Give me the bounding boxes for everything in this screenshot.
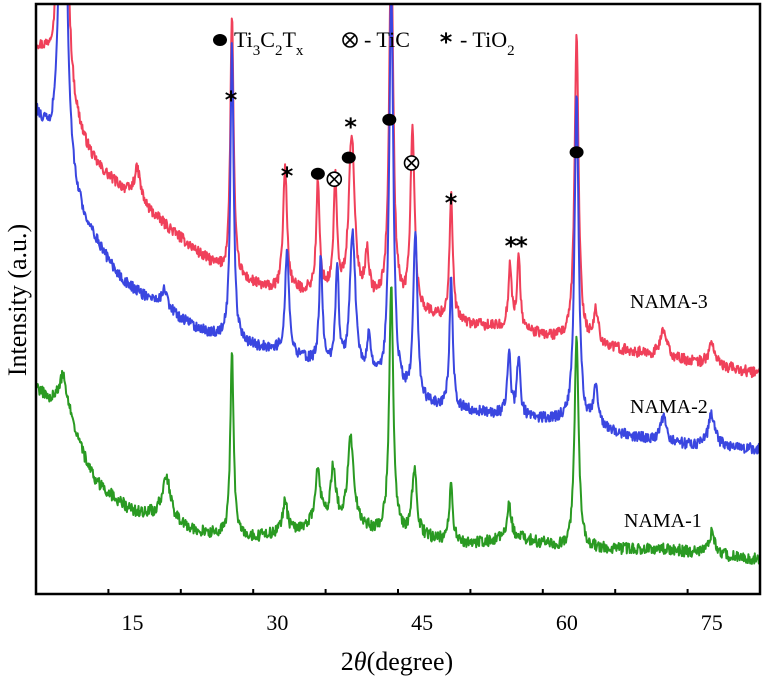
tic-marker xyxy=(342,32,358,48)
series-label-nama-3: NAMA-3 xyxy=(630,291,708,313)
series-layer xyxy=(36,4,760,565)
x-tick-label: 45 xyxy=(411,610,433,635)
ti3c2tx-marker xyxy=(310,167,325,180)
tio2-marker: * xyxy=(225,86,238,114)
tio2-marker: * xyxy=(344,113,357,141)
legend-entry: * - TiO2 xyxy=(440,27,515,59)
x-axis-title-theta: θ xyxy=(354,647,367,676)
legend-label: - TiO2 xyxy=(460,27,515,59)
ti3c2tx-marker xyxy=(382,113,397,126)
series-line-nama-2 xyxy=(36,4,760,455)
series-label-nama-1: NAMA-1 xyxy=(624,510,702,532)
legend-label: Ti3C2Tx xyxy=(234,27,304,59)
x-tick-label: 60 xyxy=(556,610,578,635)
ti3c2tx-marker xyxy=(569,146,584,159)
x-tick-label: 30 xyxy=(266,610,288,635)
tio2-marker: * xyxy=(281,162,294,190)
x-tick-label: 15 xyxy=(122,610,144,635)
tio2-marker: * xyxy=(445,189,458,217)
tio2-marker: * xyxy=(440,28,453,56)
x-tick-label: 75 xyxy=(701,610,723,635)
legend: Ti3C2Tx - TiC * - TiO2 xyxy=(213,27,515,59)
x-axis-title: 2θ(degree) xyxy=(341,647,453,676)
x-axis-ticks: 15 30 45 60 75 xyxy=(107,589,723,635)
series-line-nama-1 xyxy=(36,286,760,565)
y-axis-title: Intensity (a.u.) xyxy=(3,224,32,376)
x-axis-title-prefix: 2 xyxy=(341,647,354,676)
legend-label: - TiC xyxy=(364,27,410,52)
tic-marker xyxy=(326,171,343,187)
x-axis-title-unit: (degree) xyxy=(367,647,454,676)
series-label-nama-2: NAMA-2 xyxy=(630,396,708,418)
legend-entry: - TiC xyxy=(342,27,410,52)
tio2-marker: * xyxy=(515,232,528,260)
ti3c2tx-marker xyxy=(213,34,227,46)
ti3c2tx-marker xyxy=(341,151,356,164)
series-line-nama-3 xyxy=(36,4,760,379)
annotation-layer: ****** xyxy=(225,86,584,260)
tio2-marker: * xyxy=(505,232,518,260)
tic-marker xyxy=(403,155,420,171)
legend-entry: Ti3C2Tx xyxy=(213,27,304,59)
